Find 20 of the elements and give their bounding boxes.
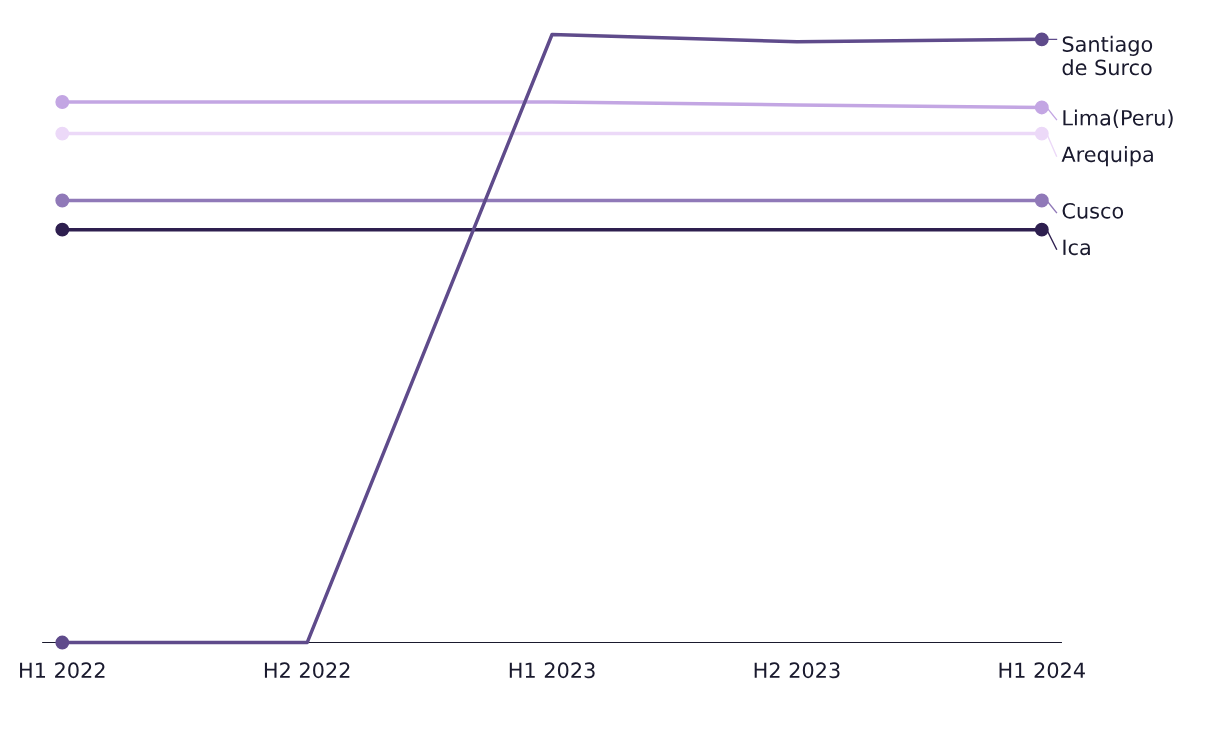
point [1034, 100, 1049, 115]
point [55, 95, 70, 109]
legend-label: Lima(Peru) [1063, 109, 1173, 129]
legend-label: Santiago de Surco [1062, 35, 1153, 76]
x-tick-label: H1 2024 [999, 662, 1085, 679]
legend-label: Cusco [1062, 202, 1124, 219]
point [55, 635, 70, 650]
point [55, 126, 70, 141]
point [1034, 193, 1049, 208]
point [1034, 32, 1049, 47]
x-tick-label: H1 2023 [509, 662, 595, 679]
x-tick-label: H2 2022 [264, 662, 350, 679]
x-tick-label: H2 2023 [754, 662, 840, 679]
legend-label: Arequipa [1061, 146, 1153, 167]
point [55, 193, 70, 208]
point [1034, 222, 1049, 237]
point [55, 222, 70, 237]
x-tick-label: H1 2022 [20, 662, 105, 679]
point [1034, 126, 1049, 141]
legend-label: Ica [1063, 239, 1090, 256]
